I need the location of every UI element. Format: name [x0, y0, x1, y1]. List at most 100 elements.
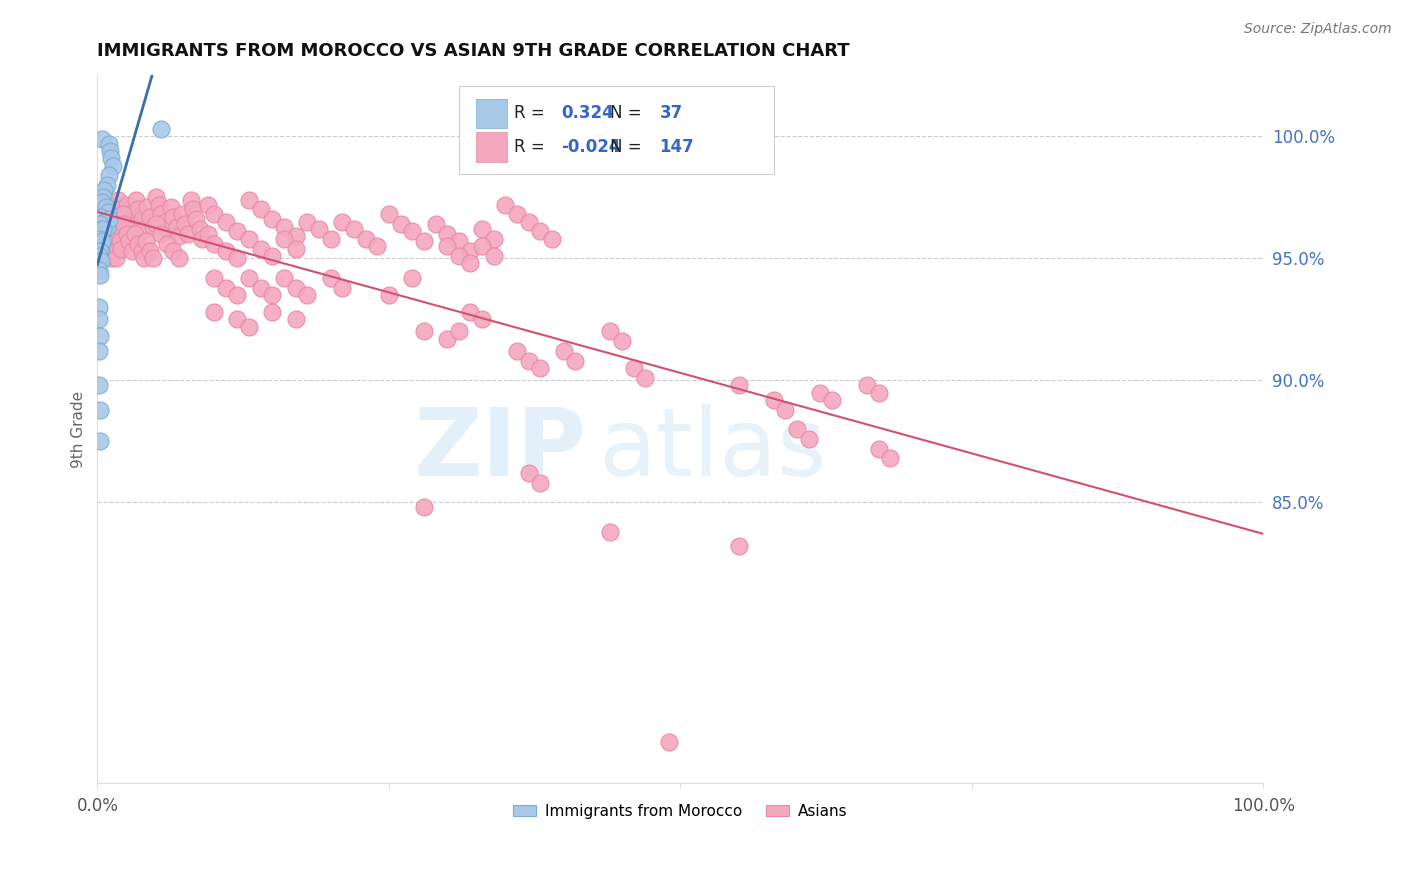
Point — [107, 193, 129, 207]
Point — [142, 252, 165, 266]
Point — [91, 190, 114, 204]
Point — [90, 227, 112, 241]
Point — [775, 402, 797, 417]
Point — [150, 122, 173, 136]
Point — [173, 217, 195, 231]
Point — [111, 212, 134, 227]
Point — [91, 222, 114, 236]
Point — [482, 249, 505, 263]
Point — [167, 252, 190, 266]
Text: -0.024: -0.024 — [561, 137, 621, 156]
Point — [495, 197, 517, 211]
Point — [90, 253, 112, 268]
Point — [262, 288, 284, 302]
Point — [460, 244, 482, 258]
Point — [197, 197, 219, 211]
Point — [105, 217, 128, 231]
Point — [153, 214, 176, 228]
Point — [389, 217, 412, 231]
Point — [101, 234, 124, 248]
Point — [108, 234, 131, 248]
Text: Source: ZipAtlas.com: Source: ZipAtlas.com — [1244, 22, 1392, 37]
Point — [297, 214, 319, 228]
Point — [159, 200, 181, 214]
Point — [482, 232, 505, 246]
Point — [91, 195, 114, 210]
Point — [97, 205, 120, 219]
Point — [112, 217, 135, 231]
Point — [529, 361, 551, 376]
Point — [238, 193, 260, 207]
Point — [107, 224, 129, 238]
Point — [262, 212, 284, 227]
Point — [87, 312, 110, 326]
Point — [401, 224, 423, 238]
Point — [105, 252, 128, 266]
Point — [202, 236, 225, 251]
Point — [98, 212, 121, 227]
Point — [118, 234, 141, 248]
Point — [131, 244, 153, 258]
Point — [226, 288, 249, 302]
Point — [121, 244, 143, 258]
Point — [167, 229, 190, 244]
Point — [238, 270, 260, 285]
Point — [808, 385, 831, 400]
Point — [148, 197, 170, 211]
Point — [226, 312, 249, 326]
Point — [98, 236, 121, 251]
Point — [96, 219, 118, 234]
Text: IMMIGRANTS FROM MOROCCO VS ASIAN 9TH GRADE CORRELATION CHART: IMMIGRANTS FROM MOROCCO VS ASIAN 9TH GRA… — [97, 42, 851, 60]
Point — [91, 224, 114, 238]
Point — [90, 239, 112, 253]
Text: R =: R = — [513, 104, 550, 122]
Point — [330, 214, 353, 228]
Point — [89, 402, 111, 417]
Point — [87, 263, 110, 277]
Point — [436, 239, 458, 253]
Point — [412, 500, 434, 515]
Point — [284, 312, 307, 326]
Point — [156, 236, 179, 251]
Point — [87, 344, 110, 359]
Point — [553, 344, 575, 359]
Point — [93, 183, 115, 197]
Point — [127, 236, 149, 251]
Point — [868, 442, 890, 456]
Point — [273, 270, 295, 285]
Point — [226, 252, 249, 266]
FancyBboxPatch shape — [458, 86, 773, 174]
Point — [139, 244, 162, 258]
Point — [98, 168, 121, 182]
Point — [343, 222, 366, 236]
Point — [91, 187, 114, 202]
Point — [506, 344, 529, 359]
Legend: Immigrants from Morocco, Asians: Immigrants from Morocco, Asians — [508, 797, 853, 825]
Point — [97, 229, 120, 244]
Point — [96, 178, 118, 192]
Point — [162, 210, 184, 224]
Point — [529, 475, 551, 490]
FancyBboxPatch shape — [477, 132, 506, 161]
Point — [124, 227, 146, 241]
Point — [868, 385, 890, 400]
Point — [447, 249, 470, 263]
Point — [191, 232, 214, 246]
Point — [517, 353, 540, 368]
Point — [180, 193, 202, 207]
Point — [98, 244, 121, 258]
Point — [150, 227, 173, 241]
Point — [226, 224, 249, 238]
Point — [177, 227, 200, 241]
Point — [471, 222, 494, 236]
Point — [132, 222, 155, 236]
Point — [142, 219, 165, 234]
Point — [249, 280, 271, 294]
Point — [145, 217, 167, 231]
Point — [517, 214, 540, 228]
Point — [202, 207, 225, 221]
Point — [90, 234, 112, 248]
Point — [262, 305, 284, 319]
Point — [166, 219, 188, 234]
Point — [471, 239, 494, 253]
